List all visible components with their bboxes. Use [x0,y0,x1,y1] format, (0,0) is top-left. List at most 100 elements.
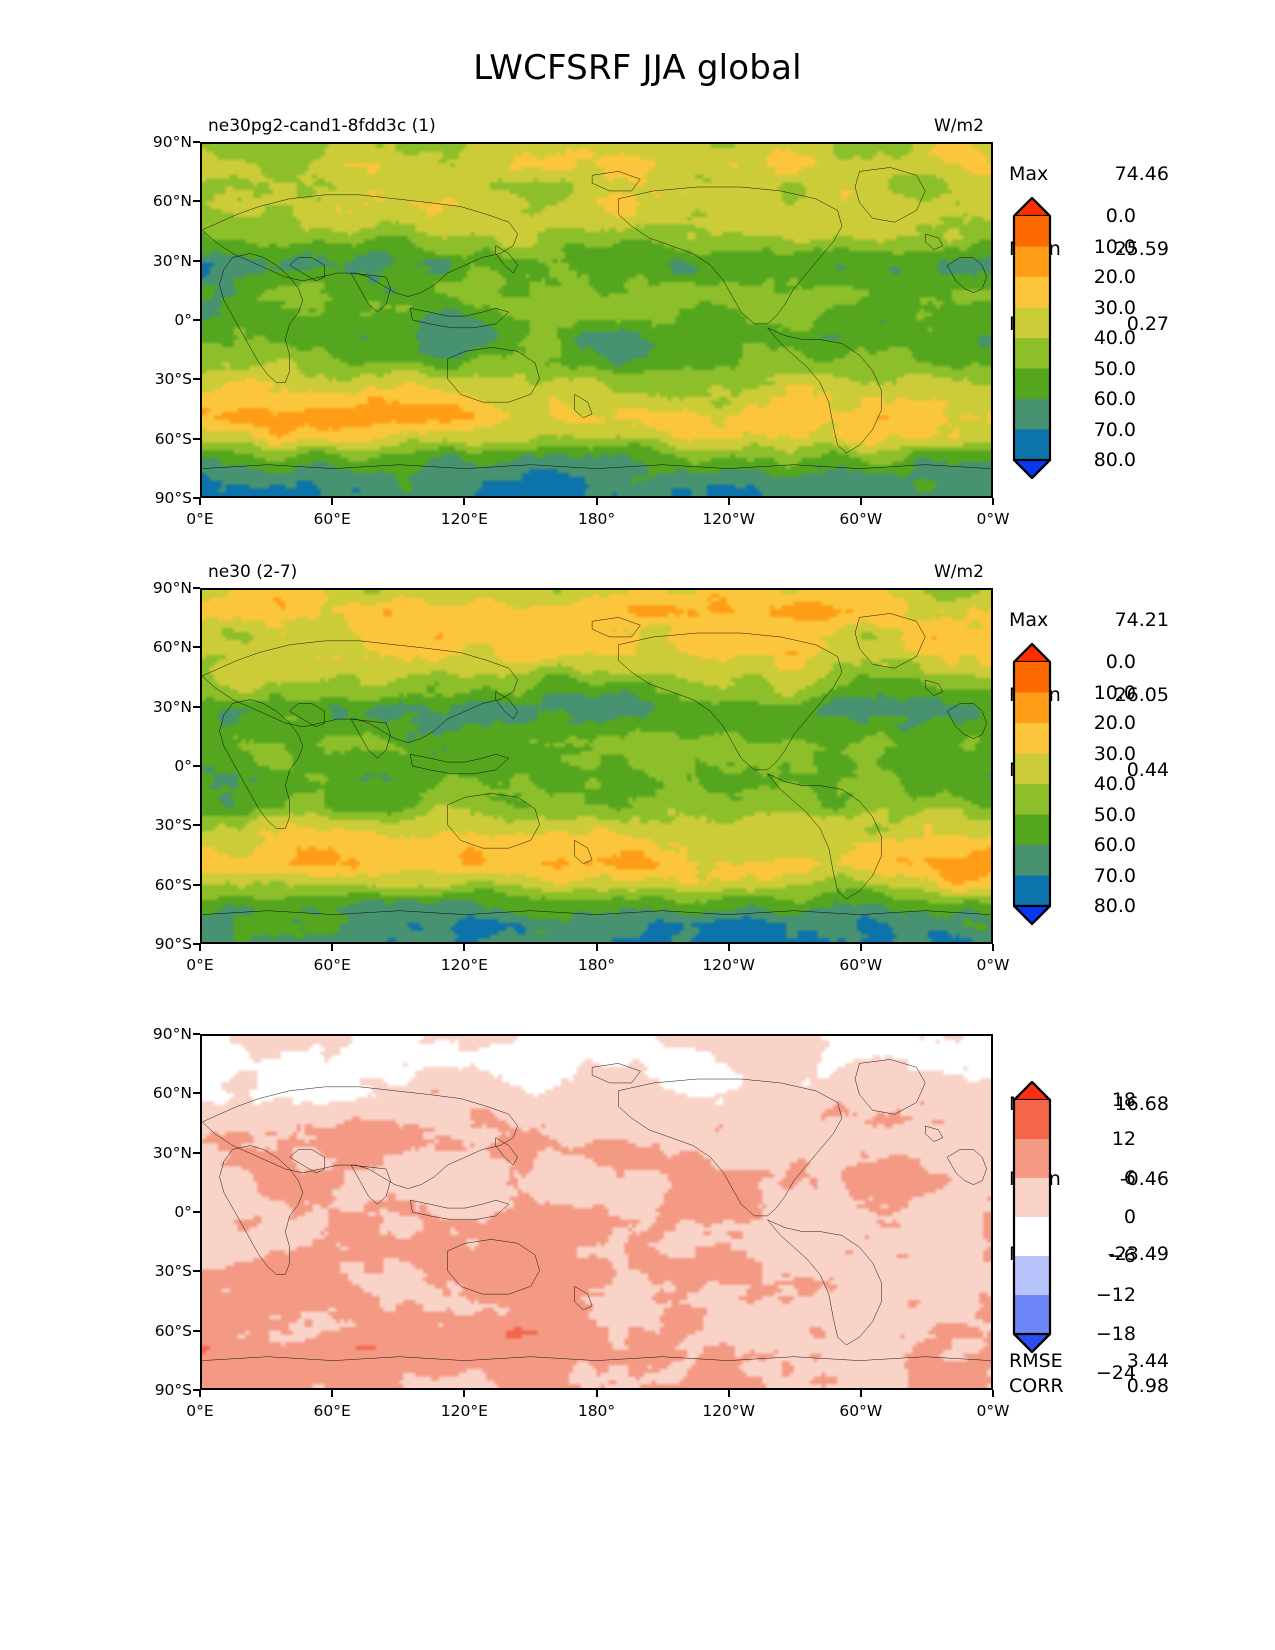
rmse-value: 3.44 [1126,1350,1169,1372]
x-axis-tick-mark [992,498,994,505]
y-axis-tick-label: 30°N [152,251,192,270]
y-axis-tick-label: 90°S [154,935,192,953]
y-axis-tick-label: 90°N [152,133,192,151]
x-axis-tick-mark [859,1390,862,1397]
x-axis-tick-mark [463,498,466,505]
y-axis-tick-mark [193,497,200,499]
stats-max-key: Max [1009,609,1049,631]
rmse-key: RMSE [1009,1350,1063,1372]
map-reference[interactable] [200,588,993,944]
colorbar-tick-label: 60.0 [1093,834,1136,856]
y-axis-tick-mark [193,437,200,440]
stats-max-value: 74.21 [1114,609,1169,631]
x-axis-tick-label: 0°E [186,1402,214,1420]
y-axis-tick-label: 60°S [154,875,192,894]
coastlines [202,144,991,496]
y-axis-tick-mark [193,1151,200,1154]
x-axis-tick-label: 120°W [702,1402,755,1420]
stats-min-value: 0.27 [1126,313,1169,335]
y-axis-tick-mark [193,824,200,827]
x-axis-tick-label: 180° [577,510,616,528]
x-axis-tick-label: 60°W [839,510,883,528]
x-axis-tick-mark [463,1390,466,1397]
y-axis-tick-mark [193,1033,200,1035]
x-axis-tick-mark [595,944,598,951]
stats-mean-value: -0.46 [1119,1168,1169,1190]
x-axis-tick-label: 120°E [440,510,488,528]
x-axis-tick-mark [199,944,201,951]
x-axis-tick-mark [992,1390,994,1397]
colorbar-tick-label: 0.0 [1105,205,1136,227]
panel-test-units: W/m2 [934,116,984,136]
x-axis-tick-label: 0°W [976,510,1010,528]
y-axis-tick-mark [193,646,200,649]
corr-value: 0.98 [1126,1375,1169,1397]
stats-max-key: Max [1009,163,1049,185]
x-axis-tick-mark [859,498,862,505]
colorbar-tick-label: 10.0 [1093,681,1136,704]
x-axis-tick-label: 120°W [702,956,755,974]
stats-max-value: 74.46 [1114,163,1169,185]
map-difference[interactable] [200,1034,993,1390]
colorbar-tick-label: 6 [1123,1167,1136,1189]
y-axis-tick-label: 0° [174,757,192,775]
colorbar-tick-label: 20.0 [1093,712,1136,734]
y-axis-tick-label: 60°S [154,1321,192,1340]
y-axis-tick-label: 90°S [154,489,192,507]
x-axis-tick-mark [595,1390,598,1397]
stats-min-value: -23.49 [1107,1243,1169,1265]
y-axis-tick-mark [193,943,200,945]
y-axis-tick-label: 60°N [152,1084,192,1103]
colorbar-difference[interactable]: 18 12 6 0 −6 −12 −18 −24 [1012,1080,1252,1384]
x-axis-tick-mark [331,944,334,951]
colorbar-reference[interactable]: 0.0 10.0 20.0 30.0 40.0 50.0 60.0 70.0 80.0 [1012,642,1252,926]
y-axis-tick-mark [193,141,200,143]
panel-reference-units: W/m2 [934,562,984,582]
corr-key: CORR [1009,1375,1064,1397]
stats-min-value: 0.44 [1126,759,1169,781]
map-test[interactable] [200,142,993,498]
figure-title: LWCFSRF JJA global [473,48,802,88]
x-axis-tick-label: 180° [577,956,616,974]
colorbar-test[interactable]: 0.0 10.0 20.0 30.0 40.0 50.0 60.0 70.0 80.0 [1012,196,1252,480]
coastlines [202,590,991,942]
colorbar-tick-label: 50.0 [1093,803,1136,826]
colorbar-tick-label: −24 [1095,1362,1136,1384]
x-axis-tick-mark [199,1390,201,1397]
y-axis-tick-mark [193,1270,200,1273]
y-axis-tick-label: 30°S [154,370,192,389]
colorbar-tick-label: 80.0 [1093,449,1136,471]
colorbar-tick-label: 60.0 [1093,388,1136,410]
y-axis-tick-label: 30°N [152,1143,192,1162]
map-reference-field [202,590,991,942]
y-axis-tick-mark [193,200,200,203]
x-axis-tick-label: 180° [577,1402,616,1420]
y-axis-tick-mark [193,1389,200,1391]
colorbar-tick-label: 10.0 [1093,235,1136,258]
panel-test-label: ne30pg2-cand1-8fdd3c (1) [208,116,436,136]
colorbar-tick-label: −12 [1095,1284,1136,1306]
colorbar-tick-label: −18 [1095,1323,1136,1345]
y-axis-tick-mark [193,883,200,886]
x-axis-tick-mark [199,498,201,505]
y-axis-tick-mark [193,378,200,381]
y-axis-tick-mark [193,705,200,708]
x-axis-tick-label: 120°W [702,510,755,528]
y-axis-tick-label: 30°S [154,816,192,835]
colorbar-tick-label: 80.0 [1093,895,1136,917]
x-axis-tick-mark [727,1390,730,1397]
map-test-field [202,144,991,496]
y-axis-tick-label: 0° [174,311,192,329]
skill-scores: RMSE 3.44 CORR 0.98 [1009,1349,1169,1399]
stats-mean-value: 25.59 [1114,238,1169,260]
y-axis-tick-mark [193,1092,200,1095]
x-axis-tick-label: 60°E [313,510,351,528]
stats-mean-value: 26.05 [1114,684,1169,706]
colorbar-tick-label: 40.0 [1093,773,1136,795]
y-axis-tick-label: 60°N [152,192,192,211]
x-axis-tick-mark [331,1390,334,1397]
x-axis-tick-label: 120°E [440,956,488,974]
colorbar-tick-label: 0 [1123,1206,1136,1228]
x-axis-tick-mark [331,498,334,505]
x-axis-tick-mark [595,498,598,505]
